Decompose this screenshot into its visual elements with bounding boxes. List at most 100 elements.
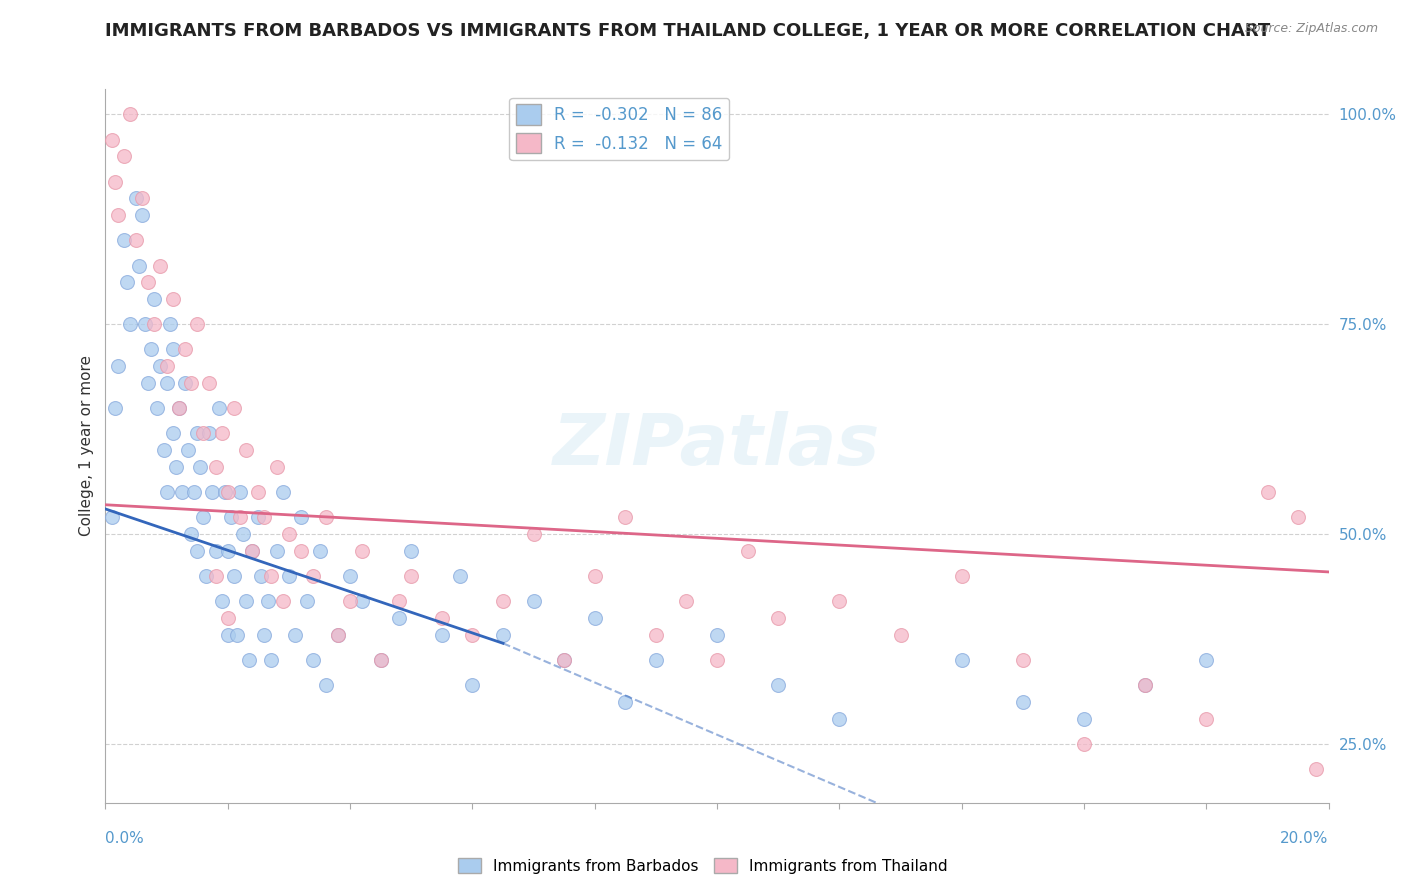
Point <box>523 594 546 608</box>
Point <box>339 594 361 608</box>
Point <box>238 653 260 667</box>
Point <box>297 594 319 608</box>
Point <box>186 318 208 332</box>
Point <box>131 191 153 205</box>
Point <box>131 208 153 222</box>
Point <box>229 510 252 524</box>
Point <box>183 485 205 500</box>
Point <box>118 107 141 121</box>
Point <box>253 628 276 642</box>
Point <box>136 275 159 289</box>
Text: 20.0%: 20.0% <box>1281 831 1329 846</box>
Point <box>1286 510 1309 524</box>
Point <box>583 611 606 625</box>
Point <box>553 653 575 667</box>
Point <box>271 594 294 608</box>
Point <box>950 569 973 583</box>
Point <box>247 510 270 524</box>
Point <box>235 443 257 458</box>
Point <box>553 653 575 667</box>
Point <box>207 401 229 416</box>
Point <box>152 443 174 458</box>
Point <box>492 628 515 642</box>
Point <box>1133 678 1156 692</box>
Point <box>266 460 288 475</box>
Point <box>388 594 411 608</box>
Point <box>326 628 349 642</box>
Point <box>217 628 239 642</box>
Point <box>217 544 239 558</box>
Point <box>1012 653 1035 667</box>
Point <box>290 510 312 524</box>
Point <box>143 318 166 332</box>
Point <box>204 544 226 558</box>
Point <box>156 359 179 374</box>
Point <box>401 544 423 558</box>
Point <box>143 292 166 306</box>
Legend: R =  -0.302   N = 86, R =  -0.132   N = 64: R = -0.302 N = 86, R = -0.132 N = 64 <box>509 97 730 160</box>
Point <box>146 401 169 416</box>
Point <box>125 191 148 205</box>
Point <box>523 527 546 541</box>
Point <box>112 233 135 247</box>
Point <box>195 569 218 583</box>
Point <box>315 510 337 524</box>
Point <box>162 426 184 441</box>
Point <box>162 343 184 357</box>
Point <box>706 653 728 667</box>
Point <box>644 653 668 667</box>
Point <box>128 259 150 273</box>
Point <box>211 426 233 441</box>
Point <box>461 628 484 642</box>
Point <box>211 594 233 608</box>
Point <box>828 712 851 726</box>
Point <box>352 544 374 558</box>
Point <box>193 426 215 441</box>
Point <box>370 653 392 667</box>
Point <box>706 628 728 642</box>
Point <box>186 544 208 558</box>
Point <box>222 569 245 583</box>
Point <box>217 485 239 500</box>
Point <box>278 569 301 583</box>
Point <box>149 359 172 374</box>
Point <box>401 569 423 583</box>
Text: Source: ZipAtlas.com: Source: ZipAtlas.com <box>1244 22 1378 36</box>
Point <box>308 544 330 558</box>
Point <box>204 569 226 583</box>
Point <box>219 510 242 524</box>
Point <box>614 510 637 524</box>
Point <box>1073 737 1095 751</box>
Point <box>149 259 172 273</box>
Text: ZIPatlas: ZIPatlas <box>554 411 880 481</box>
Point <box>104 401 127 416</box>
Point <box>278 527 301 541</box>
Point <box>180 527 202 541</box>
Point <box>115 275 138 289</box>
Point <box>100 132 122 146</box>
Point <box>174 343 197 357</box>
Point <box>370 653 392 667</box>
Point <box>326 628 349 642</box>
Point <box>1305 762 1327 776</box>
Point <box>315 678 337 692</box>
Point <box>1195 712 1218 726</box>
Point <box>107 208 129 222</box>
Point <box>430 628 453 642</box>
Point <box>198 376 221 390</box>
Point <box>180 376 202 390</box>
Point <box>134 318 156 332</box>
Point <box>226 628 249 642</box>
Y-axis label: College, 1 year or more: College, 1 year or more <box>79 356 94 536</box>
Point <box>768 611 790 625</box>
Point <box>259 653 281 667</box>
Point <box>302 569 325 583</box>
Legend: Immigrants from Barbados, Immigrants from Thailand: Immigrants from Barbados, Immigrants fro… <box>453 852 953 880</box>
Point <box>162 292 184 306</box>
Point <box>950 653 973 667</box>
Point <box>461 678 484 692</box>
Point <box>141 343 163 357</box>
Point <box>201 485 224 500</box>
Point <box>247 485 270 500</box>
Text: 0.0%: 0.0% <box>105 831 145 846</box>
